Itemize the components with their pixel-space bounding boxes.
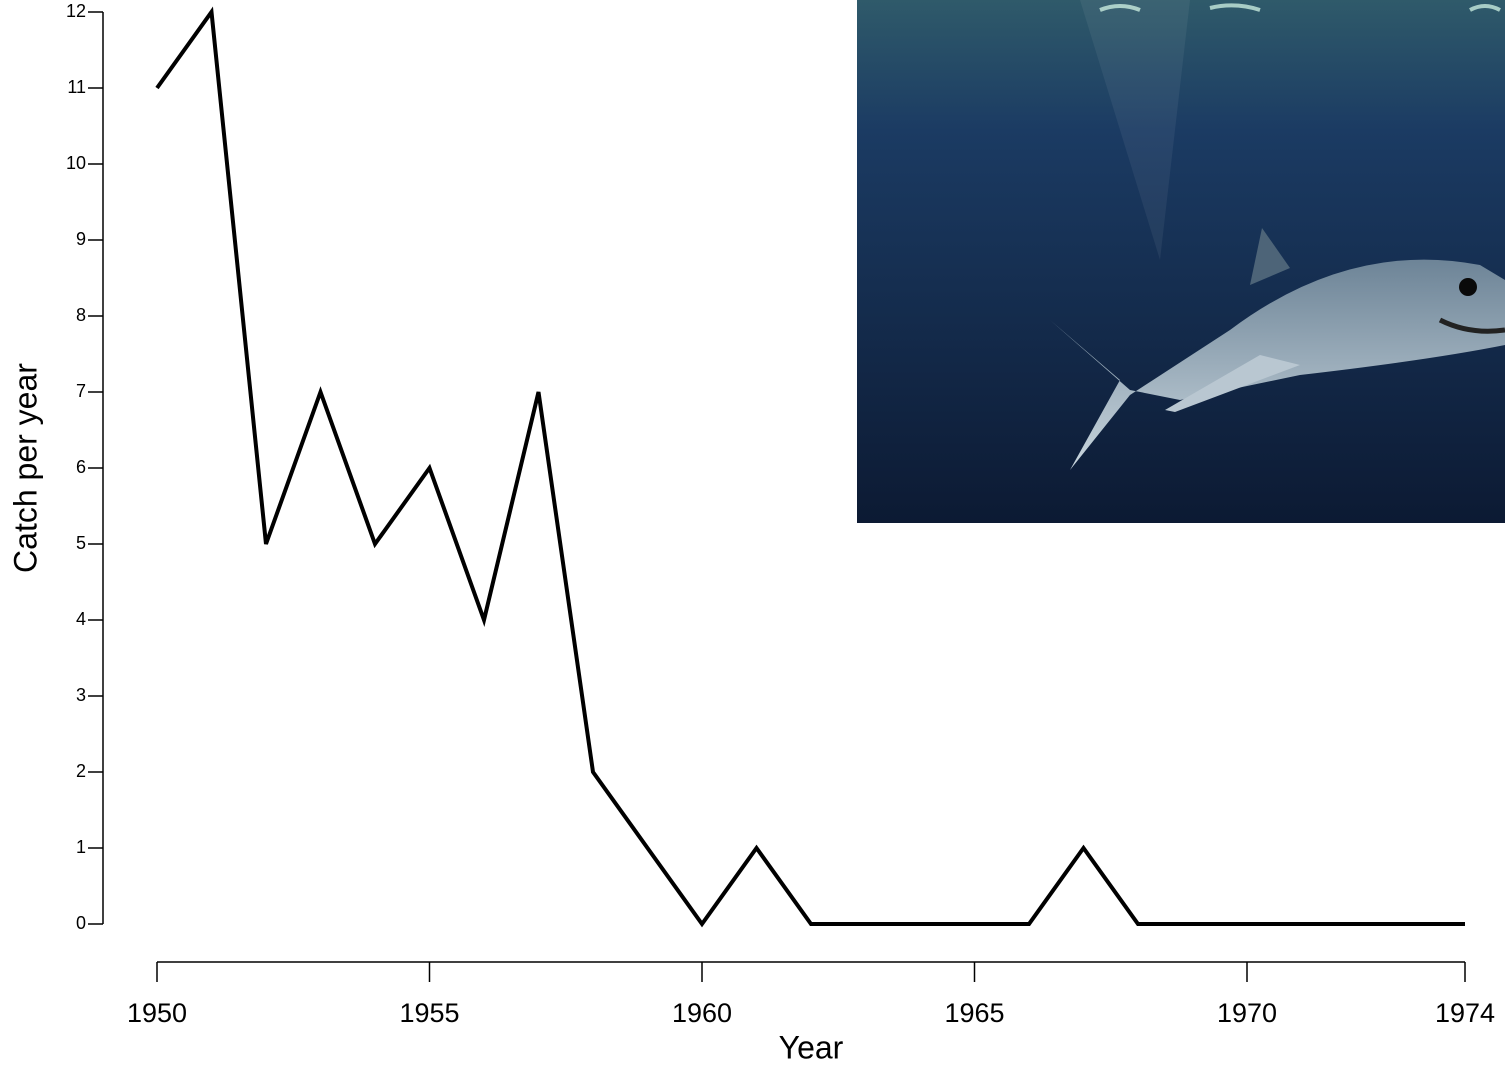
y-tick-label: 7: [76, 381, 86, 401]
y-tick-label: 4: [76, 609, 86, 629]
y-tick-label: 8: [76, 305, 86, 325]
y-axis-label: Catch per year: [7, 363, 43, 573]
y-tick-label: 0: [76, 913, 86, 933]
x-axis-label: Year: [779, 1029, 844, 1065]
x-tick-label: 1950: [127, 998, 187, 1028]
x-tick-label: 1955: [399, 998, 459, 1028]
x-tick-label: 1974: [1435, 998, 1495, 1028]
y-tick-label: 5: [76, 533, 86, 553]
shark-photo: [857, 0, 1505, 523]
y-tick-label: 11: [67, 77, 86, 97]
y-tick-label: 2: [76, 761, 86, 781]
y-tick-label: 3: [76, 685, 86, 705]
line: [155, 6, 1465, 928]
y-tick-label: 9: [76, 229, 86, 249]
x-tick-label: 1965: [944, 998, 1004, 1028]
x-tick-label: 1960: [672, 998, 732, 1028]
y-tick-label: 10: [66, 153, 86, 173]
y-tick-label: 12: [66, 1, 86, 21]
x-tick-label: 1970: [1217, 998, 1277, 1028]
y-tick-label: 1: [76, 837, 86, 857]
y-tick-label: 6: [76, 457, 86, 477]
